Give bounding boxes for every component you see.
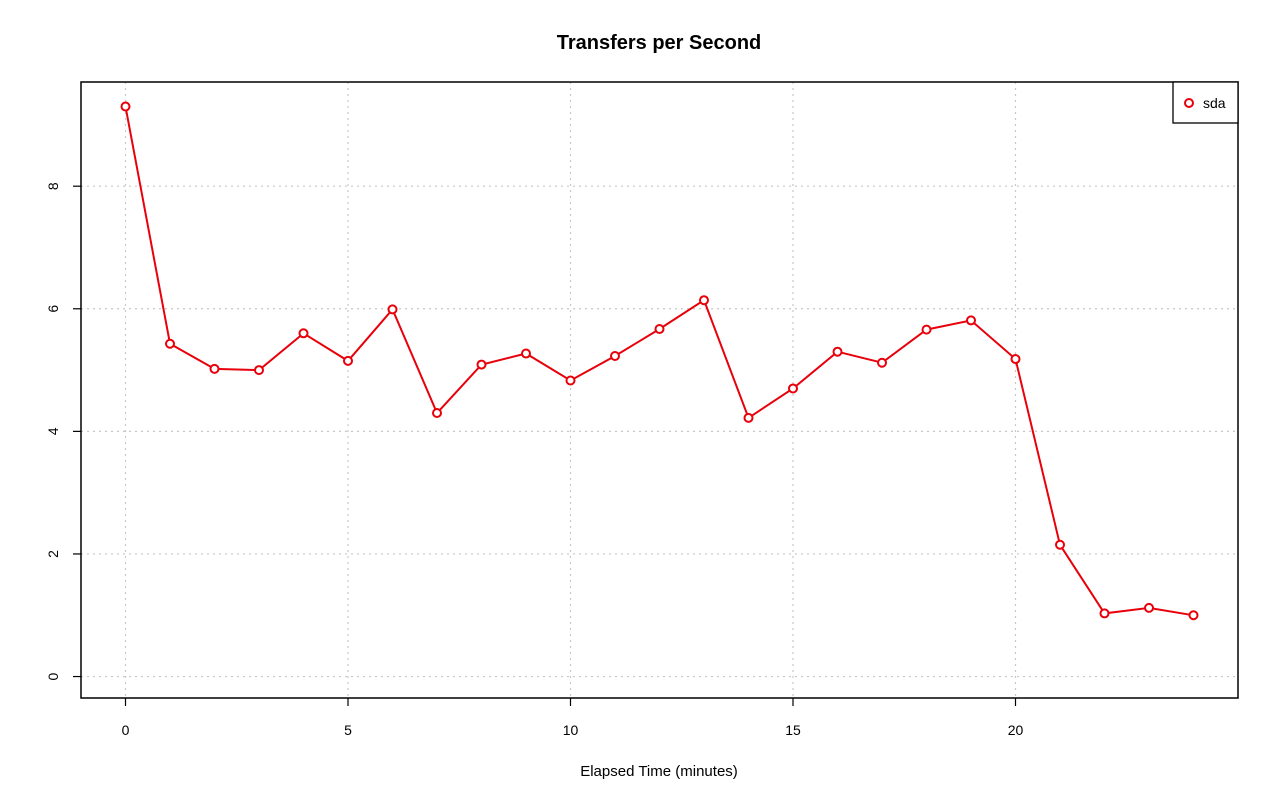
data-point — [654, 324, 665, 335]
data-point — [966, 315, 976, 326]
legend: sda — [1172, 81, 1239, 124]
data-point — [788, 383, 798, 394]
y-tick-label: 6 — [45, 305, 61, 313]
chart-title: Transfers per Second — [557, 32, 762, 54]
data-point — [476, 359, 487, 370]
series-line-sda — [124, 106, 1194, 617]
data-point — [165, 338, 175, 349]
x-tick-label: 10 — [563, 722, 579, 738]
data-point — [343, 355, 353, 366]
data-point — [521, 348, 531, 359]
data-point — [387, 304, 398, 315]
x-tick-label: 0 — [122, 722, 130, 738]
x-tick-label: 20 — [1008, 722, 1024, 738]
y-tick-label: 8 — [45, 182, 61, 190]
data-point — [209, 363, 220, 374]
legend-box — [1172, 81, 1239, 124]
data-point — [1144, 602, 1154, 613]
legend-marker — [1184, 98, 1194, 108]
y-tick-label: 0 — [45, 672, 61, 680]
y-tick-label: 4 — [45, 427, 61, 435]
data-point — [298, 328, 309, 339]
data-point — [1055, 539, 1065, 550]
data-point — [699, 295, 709, 306]
series-group — [120, 101, 1199, 621]
data-point — [1188, 610, 1199, 621]
data-point — [921, 324, 932, 335]
grid — [81, 82, 1238, 698]
data-point — [832, 346, 843, 357]
data-point — [1099, 608, 1110, 619]
data-point — [120, 101, 131, 112]
data-point — [254, 365, 264, 376]
x-tick-label: 15 — [785, 722, 801, 738]
x-axis-label: Elapsed Time (minutes) — [580, 763, 738, 780]
data-point — [877, 357, 887, 368]
plot-frame — [80, 81, 1239, 699]
data-point — [1010, 354, 1021, 365]
y-tick-label: 2 — [45, 550, 61, 558]
x-axis: 0 5 10 15 20 — [122, 698, 1024, 738]
y-axis: 0 2 4 6 8 — [45, 182, 81, 680]
data-point — [565, 375, 576, 386]
data-point — [610, 350, 620, 361]
x-tick-label: 5 — [344, 722, 352, 738]
data-point — [432, 407, 442, 418]
data-point — [743, 412, 754, 423]
legend-label: sda — [1203, 95, 1226, 111]
